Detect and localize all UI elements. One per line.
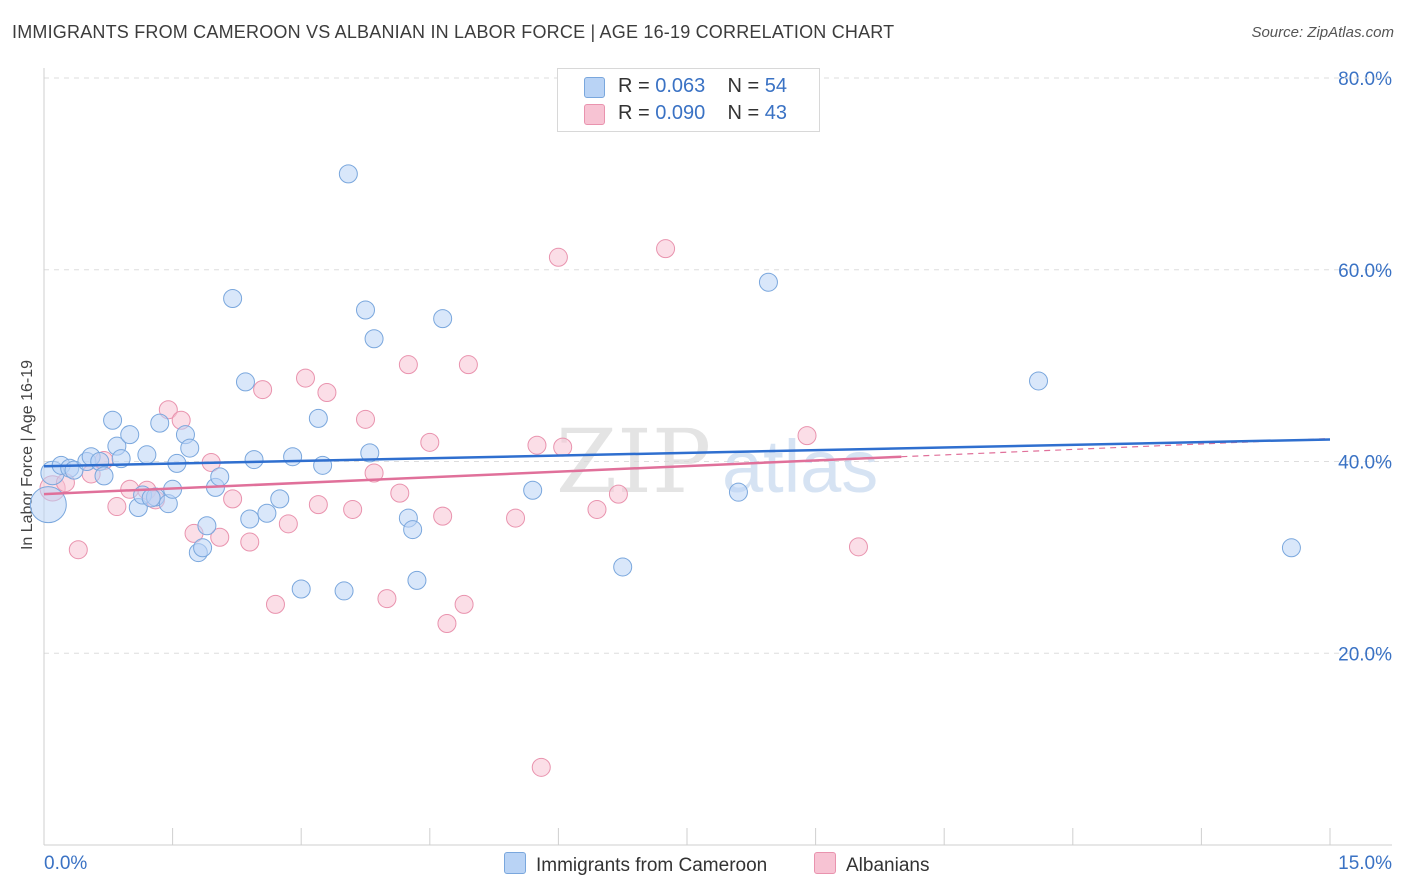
point-albanian [308,495,328,515]
point-albanian [295,368,315,388]
x-tick-label: 15.0% [1338,853,1392,874]
point-albanian [377,589,397,609]
point-cameroon [313,455,333,475]
legend-n-label: N = [727,75,760,97]
x-tick-label: 0.0% [44,853,87,874]
point-albanian [356,409,375,429]
point-cameroon [29,486,67,524]
point-cameroon [433,309,453,329]
point-albanian [398,355,418,375]
point-cameroon [120,425,140,445]
point-albanian [433,506,453,526]
point-cameroon [364,329,384,349]
legend-r-value: 0.063 [655,75,706,97]
legend-n-value: 43 [764,102,788,124]
point-albanian [506,508,526,528]
bottom-legend-albanians: Albanians [814,852,929,877]
point-cameroon [334,581,354,601]
point-albanian [454,594,474,614]
y-tick-label: 80.0% [1338,69,1392,90]
bottom-legend-swatch-cameroon [504,852,526,874]
point-cameroon [1029,371,1049,391]
point-albanian [656,239,676,259]
point-cameroon [758,272,778,292]
point-albanian [210,527,230,547]
legend-r-label: R = [618,75,650,97]
point-cameroon [270,489,290,509]
point-albanian [553,437,573,457]
point-cameroon [223,289,243,309]
legend-n-label: N = [727,102,760,124]
point-cameroon [360,443,380,463]
point-albanian [364,463,384,483]
legend-r-label: R = [618,102,650,124]
y-tick-label: 60.0% [1338,261,1392,282]
point-albanian [458,355,478,375]
point-cameroon [240,509,260,529]
point-cameroon [210,467,230,487]
point-albanian [343,499,363,519]
legend-r-value: 0.090 [655,102,706,124]
point-albanian [587,499,607,519]
point-cameroon [338,164,358,184]
point-cameroon [407,570,427,590]
point-cameroon [308,408,328,428]
point-albanian [797,426,817,446]
point-cameroon [193,538,213,558]
point-albanian [531,757,551,777]
point-albanian [253,380,273,400]
point-cameroon [403,520,423,540]
point-cameroon [197,516,217,536]
watermark-zip: ZIP [556,410,711,513]
point-cameroon [141,488,161,508]
point-albanian [420,432,440,452]
point-cameroon [613,557,633,577]
point-cameroon [94,466,114,486]
point-cameroon [180,438,200,458]
point-albanian [265,594,285,614]
point-albanian [608,484,628,504]
legend-n-value: 54 [764,75,788,97]
point-albanian [437,614,457,634]
bottom-legend-label-cameroon: Immigrants from Cameroon [536,855,768,876]
point-albanian [240,532,260,552]
correlation-legend: R = 0.063 N = 54 R = 0.090 N = 43 [557,68,820,132]
point-cameroon [244,450,264,470]
y-tick-label: 40.0% [1338,453,1392,474]
point-cameroon [137,445,157,465]
point-cameroon [356,300,375,320]
point-albanian [317,382,337,402]
legend-swatch-cameroon [584,77,605,98]
point-cameroon [283,447,303,467]
point-albanian [848,537,868,557]
point-cameroon [291,579,311,599]
point-cameroon [111,449,131,469]
point-cameroon [523,480,543,500]
point-cameroon [728,482,748,502]
chart-title: IMMIGRANTS FROM CAMEROON VS ALBANIAN IN … [12,22,895,42]
point-albanian [527,435,547,455]
trendline-cameroon [43,438,1331,468]
bottom-legend-swatch-albanians [814,852,836,874]
legend-swatch-albanians [584,104,605,125]
point-cameroon [103,410,123,430]
point-albanian [548,247,568,267]
point-cameroon [235,372,255,392]
point-albanian [107,497,127,517]
trendline-albanian [43,455,902,496]
point-cameroon [150,413,170,433]
bottom-legend-cameroon: Immigrants from Cameroon [504,852,767,877]
point-cameroon [257,503,277,523]
point-albanian [223,489,243,509]
point-cameroon [1281,538,1301,558]
bottom-legend-label-albanians: Albanians [846,855,930,876]
point-albanian [278,514,298,534]
source-label: Source: ZipAtlas.com [1251,24,1394,41]
point-albanian [158,400,178,420]
point-albanian [390,483,410,503]
y-tick-label: 20.0% [1338,644,1392,665]
point-albanian [68,540,88,560]
